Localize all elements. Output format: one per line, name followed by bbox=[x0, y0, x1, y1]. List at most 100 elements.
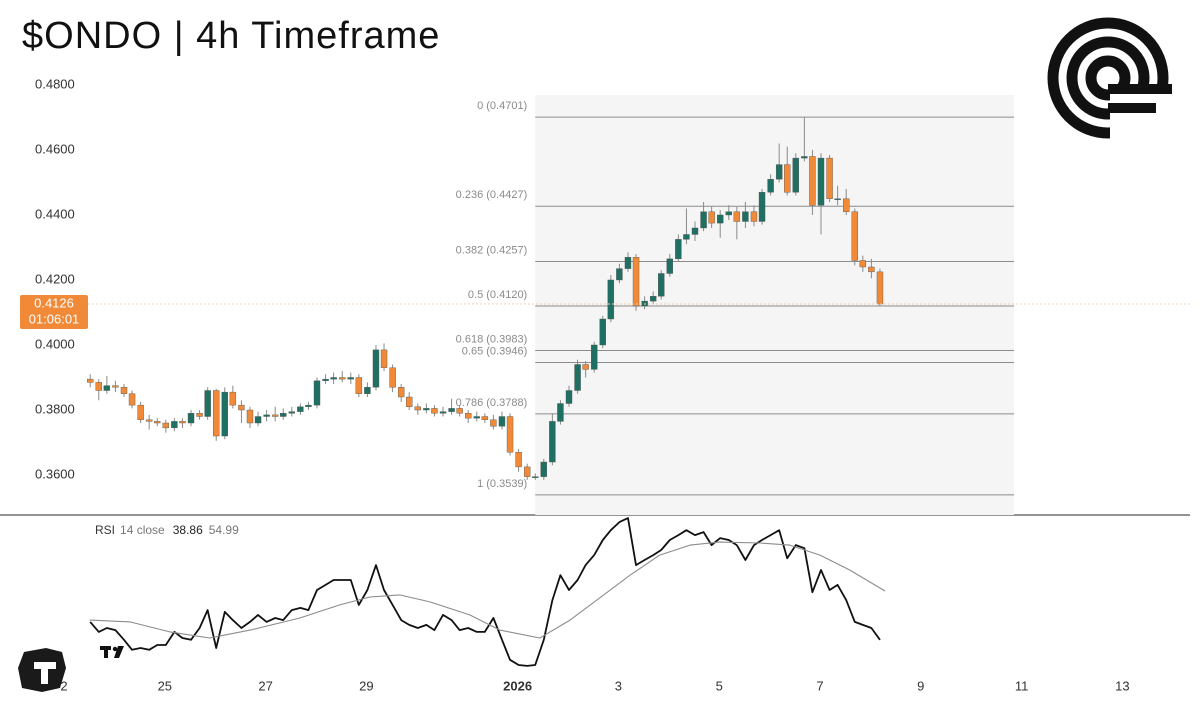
candle-body bbox=[414, 406, 422, 411]
candle-body bbox=[733, 211, 741, 222]
price-tag-box bbox=[20, 295, 88, 330]
candle-body bbox=[439, 411, 447, 414]
fib-label: 0.618 (0.3983) bbox=[456, 333, 528, 345]
rsi-signal-line bbox=[89, 541, 886, 639]
candle-body bbox=[784, 164, 791, 193]
candle-body bbox=[876, 271, 884, 305]
candle-body bbox=[624, 257, 632, 269]
candle-body bbox=[691, 227, 699, 235]
candle-body bbox=[162, 422, 170, 429]
candle-body bbox=[775, 164, 783, 180]
candle-body bbox=[280, 413, 287, 417]
candle-body bbox=[271, 414, 279, 417]
fib-label: 0.236 (0.4427) bbox=[456, 189, 528, 201]
candle-body bbox=[221, 391, 228, 437]
candle-body bbox=[380, 349, 388, 368]
x-tick-label: 9 bbox=[917, 678, 924, 693]
candle-body bbox=[616, 268, 623, 281]
fib-label: 0 (0.4701) bbox=[477, 100, 527, 112]
fib-label: 0.786 (0.3788) bbox=[456, 397, 528, 409]
candle-body bbox=[448, 408, 455, 412]
candle-body bbox=[675, 239, 682, 260]
candle-body bbox=[196, 413, 203, 417]
rsi-value: 38.86 bbox=[173, 523, 203, 537]
candles bbox=[87, 117, 1190, 480]
candle-body bbox=[826, 157, 833, 199]
candle-body bbox=[112, 385, 119, 388]
fib-label: 0.5 (0.4120) bbox=[468, 289, 527, 301]
candle-body bbox=[254, 416, 262, 424]
candle-body bbox=[288, 411, 296, 414]
y-tick-label: 0.4000 bbox=[35, 336, 75, 351]
candle-body bbox=[523, 466, 531, 477]
candle-body bbox=[565, 390, 573, 404]
candle-body bbox=[792, 157, 800, 193]
candle-body bbox=[322, 378, 329, 381]
candle-body bbox=[305, 404, 312, 407]
candle-body bbox=[263, 414, 270, 417]
candle-body bbox=[708, 211, 715, 224]
candle-body bbox=[246, 409, 254, 424]
candle-body bbox=[187, 413, 195, 424]
candle-body bbox=[834, 198, 841, 200]
candle-body bbox=[87, 378, 94, 383]
tradingview-logo bbox=[100, 646, 124, 658]
candle-body bbox=[154, 421, 161, 424]
candle-body bbox=[851, 211, 858, 261]
candle-body bbox=[355, 377, 363, 394]
y-tick-label: 0.3600 bbox=[35, 466, 75, 481]
candle-body bbox=[750, 211, 758, 222]
y-tick-label: 0.4200 bbox=[35, 271, 75, 286]
candle-body bbox=[137, 404, 144, 420]
candle-body bbox=[666, 258, 674, 274]
rsi-params: 14 close bbox=[120, 523, 165, 537]
x-tick-label: 2026 bbox=[503, 678, 532, 693]
last-price: 0.4126 bbox=[34, 295, 74, 310]
candle-body bbox=[683, 234, 690, 240]
price-tag: 0.4126 01:06:01 bbox=[20, 295, 88, 330]
candle-body bbox=[599, 318, 606, 346]
candle-body bbox=[607, 279, 615, 320]
candle-body bbox=[717, 214, 724, 224]
x-tick-label: 3 bbox=[615, 678, 622, 693]
candle-body bbox=[582, 364, 589, 370]
x-tick-label: 25 bbox=[158, 678, 172, 693]
candle-body bbox=[456, 408, 463, 414]
candle-body bbox=[498, 416, 506, 427]
x-tick-label: 11 bbox=[1015, 678, 1029, 693]
candle-body bbox=[658, 273, 665, 297]
y-tick-label: 0.4600 bbox=[35, 141, 75, 156]
candle-body bbox=[229, 391, 237, 406]
x-tick-label: 5 bbox=[716, 678, 723, 693]
x-tick-label: 7 bbox=[816, 678, 823, 693]
candle-body bbox=[179, 421, 186, 424]
candle-body bbox=[632, 257, 640, 307]
x-tick-label: 27 bbox=[258, 678, 272, 693]
candle-body bbox=[423, 408, 430, 411]
candle-body bbox=[95, 382, 102, 391]
rsi-pane bbox=[89, 517, 886, 667]
candle-body bbox=[868, 266, 875, 273]
candle-body bbox=[549, 421, 556, 463]
fib-area: 0 (0.4701) 0.236 (0.4427) 0.382 (0.4257) 0.… bbox=[456, 95, 1015, 515]
candle-body bbox=[473, 416, 480, 419]
candle-body bbox=[742, 211, 749, 222]
candle-body bbox=[649, 296, 657, 302]
candle-body bbox=[859, 260, 867, 268]
x-tick-label: 29 bbox=[359, 678, 373, 693]
rsi-line bbox=[89, 517, 881, 667]
rsi-signal-value: 54.99 bbox=[209, 523, 239, 537]
candle-body bbox=[574, 364, 581, 391]
candle-body bbox=[465, 413, 472, 419]
candle-body bbox=[213, 390, 220, 437]
fib-label: 1 (0.3539) bbox=[477, 478, 527, 490]
candle-body bbox=[372, 349, 380, 388]
candle-body bbox=[128, 393, 136, 406]
candle-body bbox=[725, 211, 732, 216]
candle-body bbox=[515, 452, 522, 468]
x-tick-label: 2 bbox=[60, 678, 67, 693]
axes: 0.3600 0.3800 0.4000 0.4200 0.4400 0.4600 0.48… bbox=[35, 76, 1130, 693]
fib-label: 0.65 (0.3946) bbox=[462, 345, 527, 357]
candle-body bbox=[817, 157, 825, 206]
